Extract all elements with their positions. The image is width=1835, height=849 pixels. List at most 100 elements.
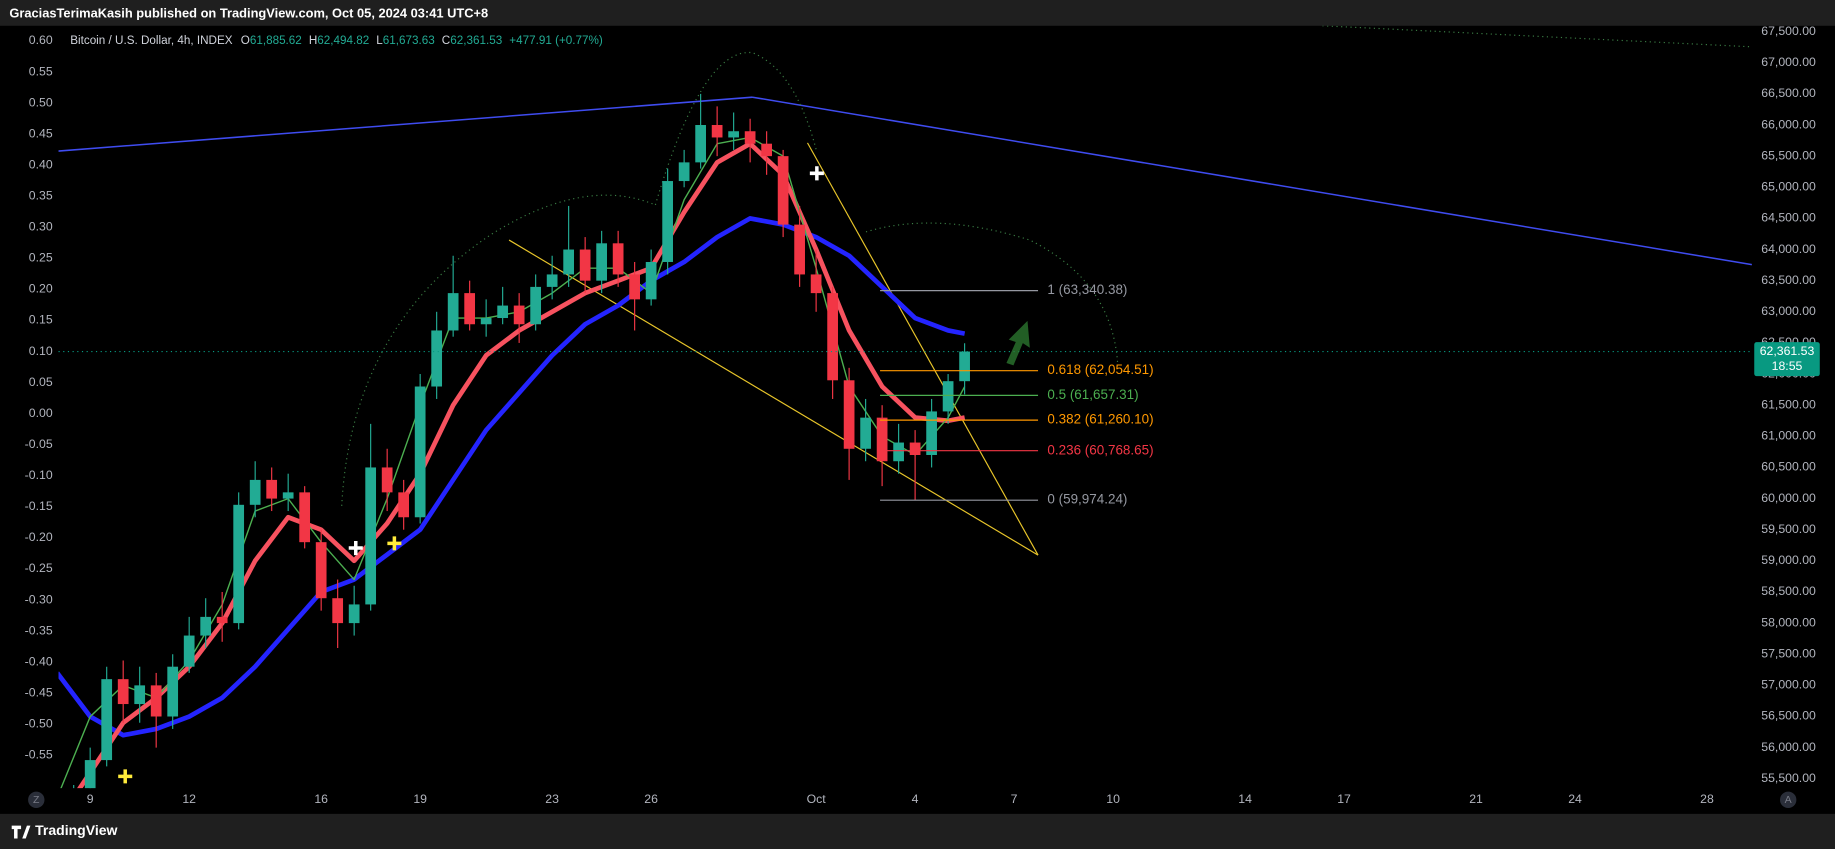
y2-tick-label: -0.45 <box>25 685 53 699</box>
candle-body <box>134 685 146 705</box>
y-tick-label: 63,000.00 <box>1761 304 1816 318</box>
y2-tick-label: -0.20 <box>25 530 53 544</box>
candle-body <box>678 162 690 182</box>
candle-body <box>942 381 954 412</box>
brand: TradingView <box>35 822 117 838</box>
candle-body <box>563 249 575 275</box>
y2-tick-label: 0.45 <box>29 126 53 140</box>
wedge-line <box>806 142 1039 556</box>
y-tick-label: 60,500.00 <box>1761 460 1816 474</box>
candle-body <box>876 417 888 462</box>
candle-body <box>530 286 542 325</box>
y2-tick-label: 0.05 <box>29 375 53 389</box>
y-tick-label: 66,000.00 <box>1761 117 1816 131</box>
candle-body <box>183 635 195 667</box>
axis-button[interactable] <box>28 791 45 809</box>
candle-body <box>546 274 558 287</box>
candle-body <box>761 143 772 157</box>
y2-tick-label: 0.55 <box>29 64 53 78</box>
candle-body <box>381 467 393 493</box>
y-tick-label: 57,500.00 <box>1761 646 1816 660</box>
signal-marker <box>809 166 824 181</box>
x-tick-label: 14 <box>1238 792 1252 806</box>
y-tick-label: 58,500.00 <box>1761 584 1816 598</box>
candle-body <box>810 274 822 294</box>
candle-body <box>959 351 970 382</box>
last-price-box <box>1754 342 1820 377</box>
change: +477.91 (+0.77%) <box>509 34 603 47</box>
candle-body <box>926 411 937 456</box>
axis-button[interactable] <box>1779 791 1797 809</box>
y-tick-label: 56,500.00 <box>1761 709 1816 723</box>
candle-body <box>794 224 805 275</box>
arrow <box>1006 320 1030 366</box>
y2-tick-label: -0.50 <box>25 716 53 730</box>
ohlc-value: 61,885.62 <box>250 34 302 47</box>
candle-body <box>893 442 904 462</box>
markers <box>118 166 1030 784</box>
x-tick-label: 17 <box>1337 792 1351 806</box>
candle-body <box>398 492 410 518</box>
x-tick-label: 26 <box>644 792 658 806</box>
y2-tick-label: -0.35 <box>25 623 53 637</box>
candle-body <box>629 274 641 300</box>
ma-line <box>58 216 966 738</box>
axis-button-label[interactable]: Z <box>33 794 40 806</box>
candle-body <box>233 504 245 624</box>
y-tick-label: 55,500.00 <box>1761 771 1816 785</box>
last-price-label: 62,361.53 <box>1760 344 1815 358</box>
candle-body <box>596 243 608 281</box>
y-tick-label: 64,000.00 <box>1761 242 1816 256</box>
x-tick-label: 10 <box>1106 792 1120 806</box>
candle-body <box>827 293 838 381</box>
ohlc-key: H <box>309 34 317 47</box>
candle-body <box>447 293 459 331</box>
candle-body <box>348 604 360 624</box>
y2-tick-label: -0.15 <box>25 499 53 513</box>
y-tick-label: 59,500.00 <box>1761 522 1816 536</box>
y-tick-label: 65,000.00 <box>1761 180 1816 194</box>
y-tick-label: 65,500.00 <box>1761 148 1816 162</box>
y-tick-label: 67,000.00 <box>1761 55 1816 69</box>
y-tick-label: 58,000.00 <box>1761 615 1816 629</box>
y-tick-label: 60,000.00 <box>1761 491 1816 505</box>
ohlc-value: 62,361.53 <box>450 34 502 47</box>
x-tick-label: 19 <box>413 792 427 806</box>
wedge-line <box>508 239 1039 556</box>
y-tick-label: 66,500.00 <box>1761 86 1816 100</box>
y2-tick-label: -0.10 <box>25 468 53 482</box>
candle-body <box>117 679 129 705</box>
candle-body <box>414 386 426 518</box>
candle-body <box>84 760 96 789</box>
footer: TradingView <box>11 822 118 839</box>
candle-body <box>662 181 673 262</box>
candle-body <box>711 125 723 138</box>
signal-marker <box>348 541 363 556</box>
x-tick-label: 24 <box>1568 792 1582 806</box>
x-tick-label: 7 <box>1011 792 1018 806</box>
fib-label: 0.618 (62,054.51) <box>1047 362 1153 377</box>
ohlc-key: O <box>241 34 250 47</box>
candle-body <box>431 330 443 387</box>
candle-body <box>744 131 756 144</box>
candle-body <box>612 243 624 275</box>
axis-button-label[interactable]: A <box>1785 794 1792 806</box>
candle-body <box>728 131 739 138</box>
y2-tick-label: 0.00 <box>29 406 53 420</box>
ohlc-key: C <box>442 34 450 47</box>
y2-tick-label: -0.30 <box>25 592 53 606</box>
signal-marker <box>387 536 402 551</box>
candle-body <box>480 318 492 325</box>
candle-body <box>266 479 278 499</box>
candle-body <box>216 616 228 624</box>
y2-tick-label: 0.60 <box>29 33 53 47</box>
candle-body <box>645 261 657 300</box>
x-tick-label: 16 <box>314 792 328 806</box>
candle-body <box>332 598 344 624</box>
x-tick-label: 4 <box>912 792 919 806</box>
candle-body <box>909 442 921 456</box>
y-tick-label: 64,500.00 <box>1761 211 1816 225</box>
y-tick-label: 57,000.00 <box>1761 678 1816 692</box>
publisher-note: GraciasTerimaKasih published on TradingV… <box>9 5 488 20</box>
